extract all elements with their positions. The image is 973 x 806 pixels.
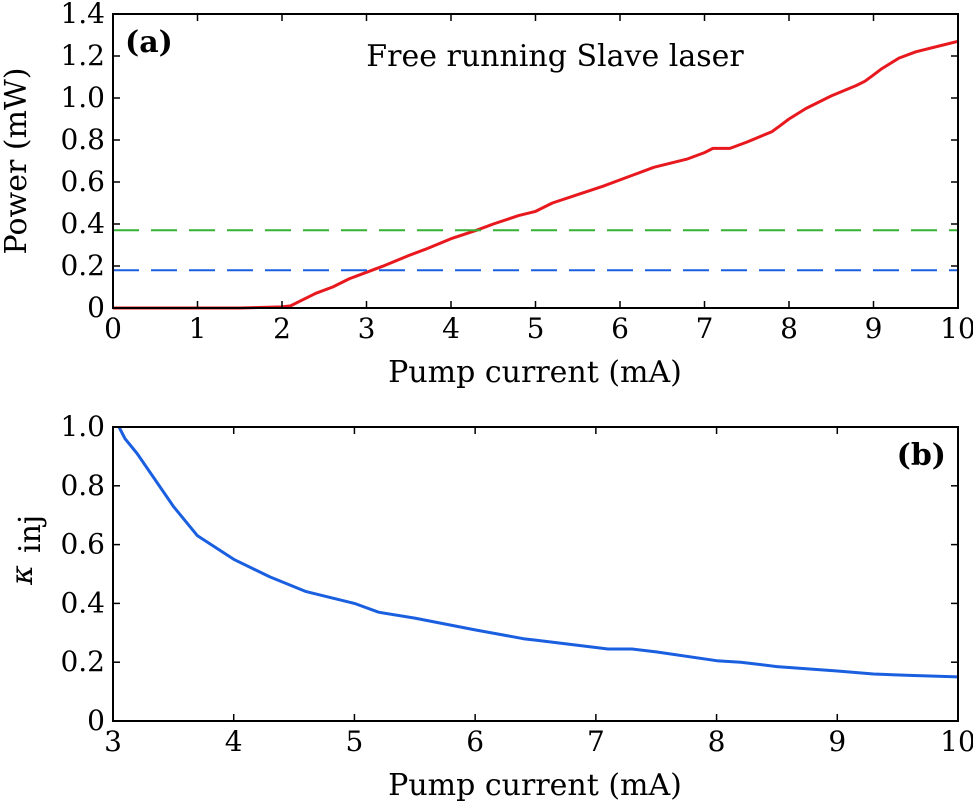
- panel-b-y-axis-label-main: κ: [5, 565, 40, 586]
- panel-b-x-tick-label: 7: [587, 725, 605, 758]
- panel-a: 0 1 2 3 4 5 6 7 8 9 10 0 0.2 0.4 0.6 0.8 1.0 1.2 1.4 (a) F…: [0, 0, 973, 390]
- panel-a-y-tick-label: 0.6: [60, 165, 105, 198]
- panel-a-x-tick-label: 9: [865, 312, 883, 345]
- panel-b-series: [117, 426, 959, 679]
- panel-a-x-tick-label: 5: [527, 312, 545, 345]
- panel-a-y-tick-label: 0: [87, 291, 105, 324]
- panel-b-x-tick-label: 8: [708, 725, 726, 758]
- panel-b-x-tick-label: 10: [940, 725, 973, 758]
- panel-a-x-tick-label: 2: [273, 312, 291, 345]
- panel-b-x-tick-label: 4: [225, 725, 243, 758]
- panel-a-x-axis-label: Pump current (mA): [388, 355, 682, 390]
- panel-a-x-tick-label: 8: [780, 312, 798, 345]
- panel-b-x-tick-label: 5: [346, 725, 364, 758]
- panel-a-series: [113, 39, 959, 310]
- panel-a-y-tick-label: 0.4: [60, 207, 105, 240]
- panel-b-y-axis-label-sub: inj: [13, 515, 48, 553]
- panel-a-label: (a): [125, 25, 173, 60]
- panel-b-y-tick-label: 0.6: [60, 528, 105, 561]
- panel-b-series-line-0: [117, 426, 959, 679]
- panel-a-y-tick-label: 1.2: [60, 39, 105, 72]
- panel-a-ticks: 0 1 2 3 4 5 6 7 8 9 10 0 0.2 0.4 0.6 0.8 1.0 1.2 1.4: [60, 0, 973, 345]
- panel-a-y-tick-label: 1.0: [60, 81, 105, 114]
- panel-b-y-tick-label: 0.8: [60, 469, 105, 502]
- panel-b: 3 4 5 6 7 8 9 10 0 0.2 0.4 0.6 0.8 1.0 (b) Pump curre…: [5, 410, 973, 803]
- panel-a-x-tick-label: 0: [104, 312, 122, 345]
- panel-b-y-tick-label: 0.4: [60, 586, 105, 619]
- panel-b-x-tick-label: 9: [828, 725, 846, 758]
- panel-a-x-tick-label: 6: [611, 312, 629, 345]
- panel-a-x-tick-label: 7: [696, 312, 714, 345]
- panel-a-y-axis-label: Power (mW): [0, 67, 34, 254]
- panel-b-x-axis-label: Pump current (mA): [388, 768, 682, 803]
- panel-b-frame: [112, 426, 959, 722]
- panel-a-x-tick-label: 10: [940, 312, 973, 345]
- panel-b-y-tick-label: 0.2: [60, 645, 105, 678]
- panel-a-x-tick-label: 1: [189, 312, 207, 345]
- panel-a-annotation: Free running Slave laser: [366, 39, 744, 74]
- panel-a-x-tick-label: 4: [442, 312, 460, 345]
- panel-b-label: (b): [897, 438, 946, 473]
- panel-a-y-tick-label: 1.4: [60, 0, 105, 30]
- panel-b-y-tick-label: 0: [87, 704, 105, 737]
- panel-a-y-tick-label: 0.8: [60, 123, 105, 156]
- panel-a-y-tick-label: 0.2: [60, 249, 105, 282]
- panel-b-x-tick-label: 6: [466, 725, 484, 758]
- panel-b-x-tick-label: 3: [104, 725, 122, 758]
- panel-b-y-axis-label: κ inj: [5, 515, 48, 586]
- panel-b-ticks: 3 4 5 6 7 8 9 10 0 0.2 0.4 0.6 0.8 1.0: [60, 410, 973, 758]
- panel-a-series-line-0: [113, 39, 959, 310]
- panel-a-x-tick-label: 3: [358, 312, 376, 345]
- panel-b-y-tick-label: 1.0: [60, 410, 105, 443]
